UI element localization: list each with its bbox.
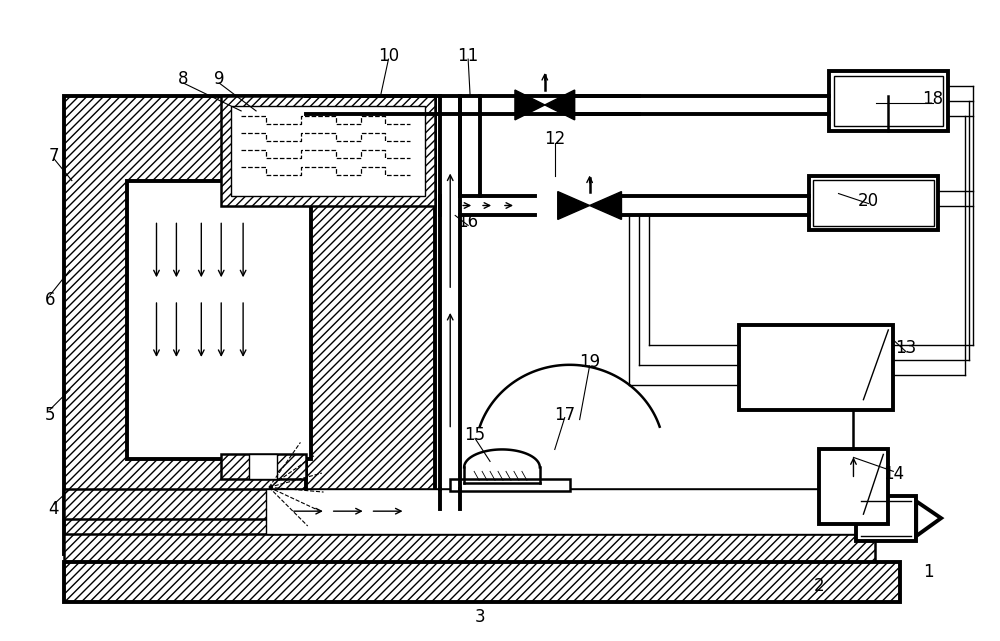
Text: 19: 19	[579, 353, 600, 371]
Bar	[64, 534, 875, 562]
Text: 11: 11	[458, 47, 479, 65]
Bar	[64, 96, 402, 554]
Bar	[739, 325, 893, 410]
Text: 18: 18	[923, 90, 944, 108]
Text: 1: 1	[923, 563, 933, 581]
Bar	[819, 449, 888, 524]
Bar	[221, 96, 435, 206]
Text: 8: 8	[178, 70, 189, 88]
Text: 7: 7	[49, 147, 59, 165]
Text: 15: 15	[465, 426, 486, 444]
Text: 16: 16	[458, 213, 479, 231]
Polygon shape	[590, 192, 621, 219]
Bar	[64, 489, 875, 519]
Bar	[856, 496, 916, 541]
Bar	[829, 71, 948, 131]
Bar	[249, 454, 277, 479]
Bar	[306, 96, 435, 554]
Text: 2: 2	[813, 577, 824, 595]
Polygon shape	[916, 501, 941, 536]
Text: 12: 12	[544, 129, 565, 148]
Bar	[809, 176, 938, 230]
Bar	[450, 491, 570, 503]
Bar	[834, 76, 943, 126]
Polygon shape	[558, 192, 590, 219]
Polygon shape	[545, 90, 575, 120]
Bar	[64, 562, 900, 602]
Bar	[266, 489, 875, 534]
Text: 4: 4	[49, 500, 59, 518]
Text: 9: 9	[214, 70, 224, 88]
Text: 10: 10	[378, 47, 399, 65]
Bar	[231, 106, 425, 196]
Text: 20: 20	[858, 192, 879, 210]
Bar	[127, 181, 311, 460]
Text: 6: 6	[45, 291, 55, 309]
Text: 17: 17	[554, 406, 575, 424]
Bar	[813, 179, 934, 226]
Bar	[221, 454, 306, 479]
Bar	[450, 479, 570, 491]
Text: 13: 13	[896, 339, 917, 357]
Text: 3: 3	[475, 608, 485, 626]
Polygon shape	[515, 90, 545, 120]
Text: 14: 14	[883, 465, 904, 483]
Text: 5: 5	[45, 406, 55, 424]
